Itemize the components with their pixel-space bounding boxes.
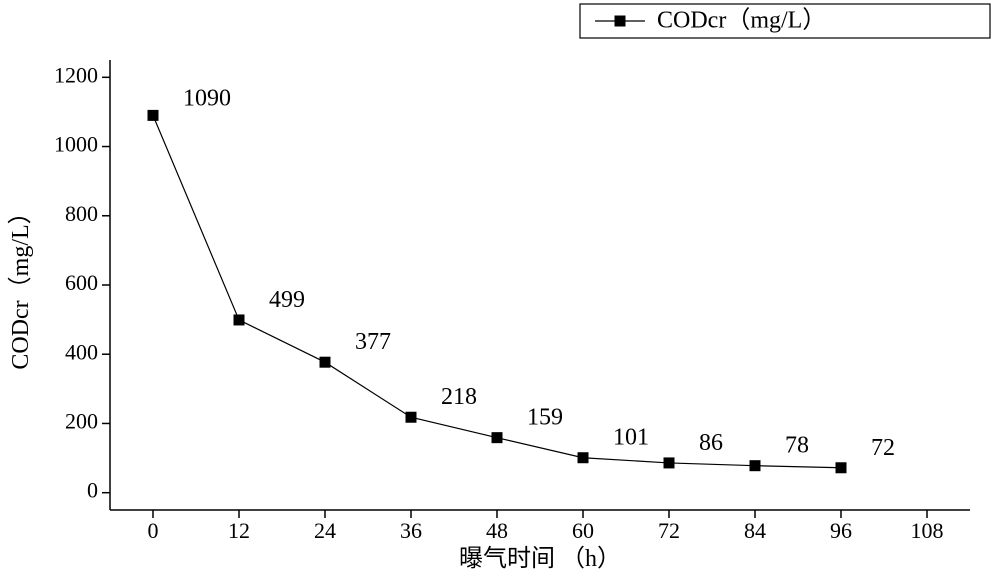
data-marker xyxy=(750,461,760,471)
data-point-label: 499 xyxy=(269,287,305,313)
x-tick-label: 96 xyxy=(830,518,852,543)
chart-container: CODcr（mg/L） 0 200 400 600 800 1000 1200 0 12 24 36 4… xyxy=(0,0,1000,582)
y-tick-label: 1000 xyxy=(54,132,98,157)
x-tick-label: 108 xyxy=(911,518,944,543)
legend-label: CODcr（mg/L） xyxy=(657,8,826,34)
x-axis-title: 曝气时间 （h） xyxy=(459,545,621,572)
data-point-label: 218 xyxy=(441,384,477,410)
y-tick-label: 600 xyxy=(65,270,98,295)
x-tick-label: 0 xyxy=(148,518,159,543)
data-marker xyxy=(234,315,244,325)
x-tick-label: 48 xyxy=(486,518,508,543)
data-point-label: 78 xyxy=(785,433,809,459)
data-point-label: 377 xyxy=(355,329,391,355)
data-point-label: 1090 xyxy=(183,85,231,111)
data-point-label: 101 xyxy=(613,425,649,451)
data-marker xyxy=(664,458,674,468)
series-line xyxy=(153,115,841,467)
data-marker xyxy=(320,357,330,367)
x-tick-label: 84 xyxy=(744,518,766,543)
y-tick-label: 400 xyxy=(65,339,98,364)
data-point-label: 86 xyxy=(699,430,723,456)
y-tick-label: 0 xyxy=(87,478,98,503)
y-axis-title: CODcr（mg/L） xyxy=(8,200,34,369)
x-tick-label: 36 xyxy=(400,518,422,543)
data-marker xyxy=(836,463,846,473)
data-point-label: 72 xyxy=(871,435,895,461)
data-point-label: 159 xyxy=(527,405,563,431)
legend-marker xyxy=(615,16,625,26)
y-tick-label: 200 xyxy=(65,409,98,434)
data-marker xyxy=(578,453,588,463)
x-tick-label: 72 xyxy=(658,518,680,543)
data-marker xyxy=(148,110,158,120)
chart-svg: CODcr（mg/L） 0 200 400 600 800 1000 1200 0 12 24 36 4… xyxy=(0,0,1000,582)
x-tick-label: 12 xyxy=(228,518,250,543)
x-tick-label: 24 xyxy=(314,518,336,543)
data-marker xyxy=(406,412,416,422)
y-tick-label: 1200 xyxy=(54,62,98,87)
data-marker xyxy=(492,433,502,443)
x-tick-label: 60 xyxy=(572,518,594,543)
y-tick-label: 800 xyxy=(65,201,98,226)
